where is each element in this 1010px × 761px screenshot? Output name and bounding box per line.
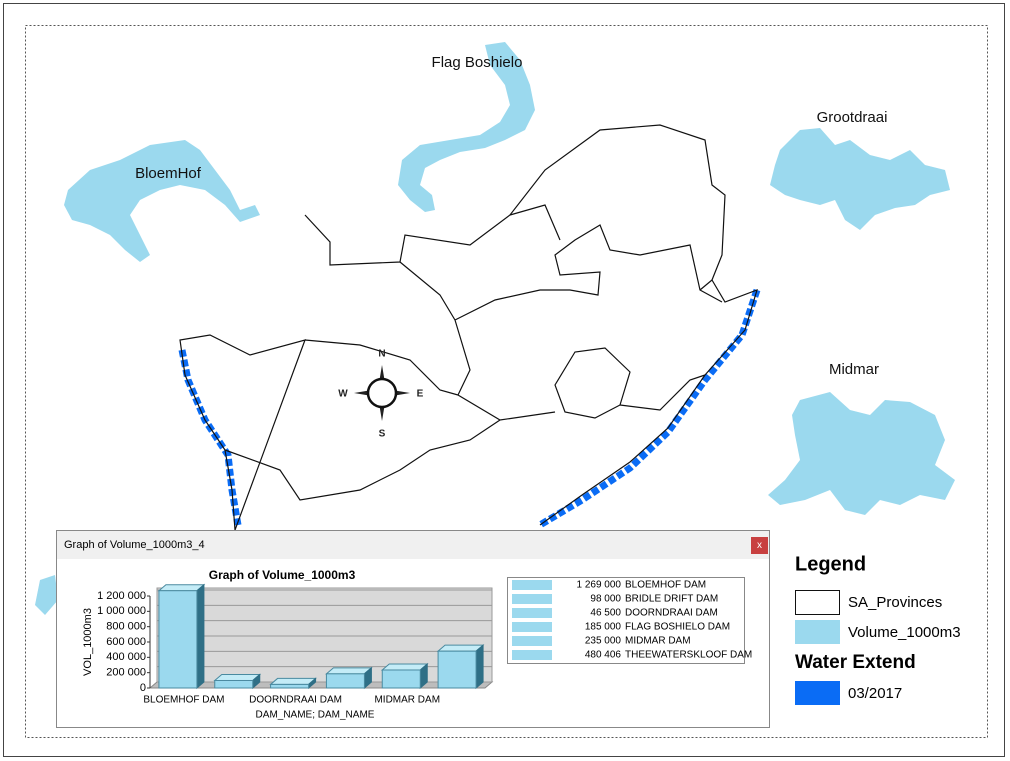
compass-letter: S xyxy=(379,429,386,440)
bar-top xyxy=(325,667,373,675)
chart-legend-swatch xyxy=(512,622,552,632)
bar-top xyxy=(380,663,429,671)
y-tick-label: 1 000 000 xyxy=(97,605,146,617)
x-tick-label: DOORNDRAAI DAM xyxy=(249,695,342,706)
lake-midmar xyxy=(768,392,955,515)
legend-swatch xyxy=(795,681,840,705)
bar-top xyxy=(269,677,317,685)
legend-item: SA_Provinces xyxy=(848,594,942,611)
country-outline xyxy=(179,124,758,531)
bar-side xyxy=(196,583,205,690)
x-tick-label: MIDMAR DAM xyxy=(374,695,440,706)
lake-grootdraai xyxy=(770,128,950,230)
compass-ring xyxy=(366,377,398,409)
chart-legend-name: MIDMAR DAM xyxy=(625,636,691,647)
compass: N E S W xyxy=(338,349,423,440)
lakes xyxy=(35,42,955,615)
chart-legend-name: FLAG BOSHIELO DAM xyxy=(625,622,730,633)
window-titlebar xyxy=(57,531,769,559)
chart-legend-name: BRIDLE DRIFT DAM xyxy=(625,594,718,605)
map-label: Grootdraai xyxy=(817,109,888,126)
bar xyxy=(437,650,477,689)
map-label: Midmar xyxy=(829,361,879,378)
chart-legend-swatch xyxy=(512,608,552,618)
bar-top xyxy=(157,584,206,592)
map-label: BloemHof xyxy=(135,165,202,182)
chart-legend-name: THEEWATERSKLOOF DAM xyxy=(625,650,752,661)
bar xyxy=(381,669,421,689)
bar-top xyxy=(213,673,262,681)
chart: 0 200 000 400 000 600 000 800 000 1 000 000 1 … xyxy=(97,580,752,706)
chart-legend-value: 98 000 xyxy=(590,594,621,605)
legend-swatch xyxy=(795,620,840,644)
y-axis-label: VOL_1000m3 xyxy=(82,608,94,676)
map-label: Flag Boshielo xyxy=(432,54,523,71)
compass-letter: N xyxy=(378,349,385,360)
lesotho xyxy=(554,347,631,419)
provinces xyxy=(179,124,758,531)
y-tick-label: 1 200 000 xyxy=(97,590,146,602)
chart-legend xyxy=(507,577,745,664)
chart-legend-value: 46 500 xyxy=(590,608,621,619)
chart-legend-value: 235 000 xyxy=(585,636,622,647)
x-tick-label: BLOEMHOF DAM xyxy=(143,695,224,706)
chart-legend-swatch xyxy=(512,594,552,604)
chart-title: Graph of Volume_1000m3 xyxy=(209,568,356,582)
lake-fragment xyxy=(35,575,58,615)
y-tick-label: 400 000 xyxy=(106,651,146,663)
chart-legend-name: DOORNDRAAI DAM xyxy=(625,608,718,619)
bar-top xyxy=(436,644,485,652)
compass-letter: W xyxy=(338,389,348,400)
map-labels: Flag Boshielo Grootdraai BloemHof Midmar xyxy=(135,54,887,378)
map-frame xyxy=(25,25,988,738)
legend-subtitle: Water Extend xyxy=(795,652,916,673)
legend-swatch xyxy=(795,590,840,615)
close-label[interactable]: x xyxy=(757,540,762,551)
chart-legend-swatch xyxy=(512,636,552,646)
y-tick-label: 200 000 xyxy=(106,667,146,679)
y-tick-label: 0 xyxy=(140,682,146,694)
x-axis-label: DAM_NAME; DAM_NAME xyxy=(256,710,375,721)
province-borders xyxy=(224,204,723,501)
bar-side xyxy=(475,644,484,690)
legend-item: Volume_1000m3 xyxy=(848,624,961,641)
lake-bloemhof xyxy=(64,140,260,262)
close-button[interactable] xyxy=(751,537,768,554)
chart-legend-value: 1 269 000 xyxy=(577,580,622,591)
lake-flag-boshielo xyxy=(398,42,535,212)
window-title: Graph of Volume_1000m3_4 xyxy=(64,539,205,551)
legend-item: 03/2017 xyxy=(848,685,902,702)
legend-title: Legend xyxy=(795,553,866,575)
bar xyxy=(158,590,198,689)
chart-legend-value: 480 406 xyxy=(585,650,622,661)
bar xyxy=(325,673,365,689)
compass-letter: E xyxy=(417,389,424,400)
chart-legend-value: 185 000 xyxy=(585,622,622,633)
bar xyxy=(214,679,254,689)
bar xyxy=(270,683,310,689)
chart-legend-swatch xyxy=(512,650,552,660)
y-tick-label: 800 000 xyxy=(106,621,146,633)
y-tick-label: 600 000 xyxy=(106,636,146,648)
chart-legend-name: BLOEMHOF DAM xyxy=(625,580,706,591)
chart-legend-swatch xyxy=(512,580,552,590)
